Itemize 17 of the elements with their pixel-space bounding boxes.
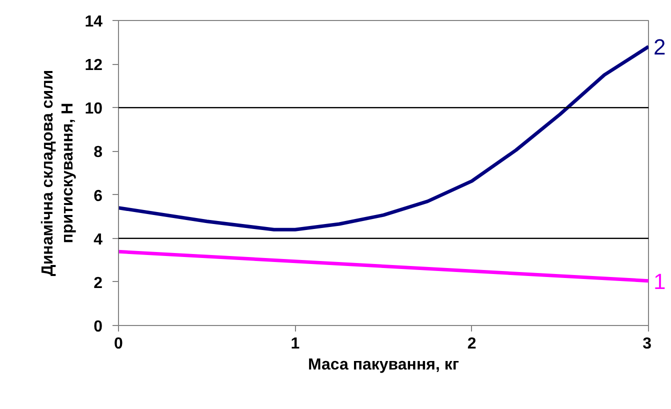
series-label: 2 [654, 34, 666, 60]
y-tick-label: 4 [94, 231, 103, 248]
y-tick-label: 14 [84, 14, 103, 30]
y-tick-label: 8 [94, 144, 103, 162]
y-tick-label: 6 [94, 188, 103, 205]
line-series [118, 44, 648, 232]
y-tick-label: 12 [84, 57, 103, 74]
x-tick-label: 3 [642, 336, 652, 352]
series-label: 1 [654, 268, 666, 294]
y-tick-label: 10 [84, 100, 103, 118]
y-tick-label: 0 [94, 318, 103, 336]
x-tick-label: 1 [290, 336, 300, 352]
x-axis-title: Маса пакування, кг [308, 356, 460, 374]
x-tick-label: 0 [114, 336, 124, 352]
y-axis-title: Динамічна складова сили притискування, Н [39, 70, 77, 276]
x-tick-label: 2 [467, 336, 476, 352]
y-tick-label: 2 [94, 274, 103, 292]
